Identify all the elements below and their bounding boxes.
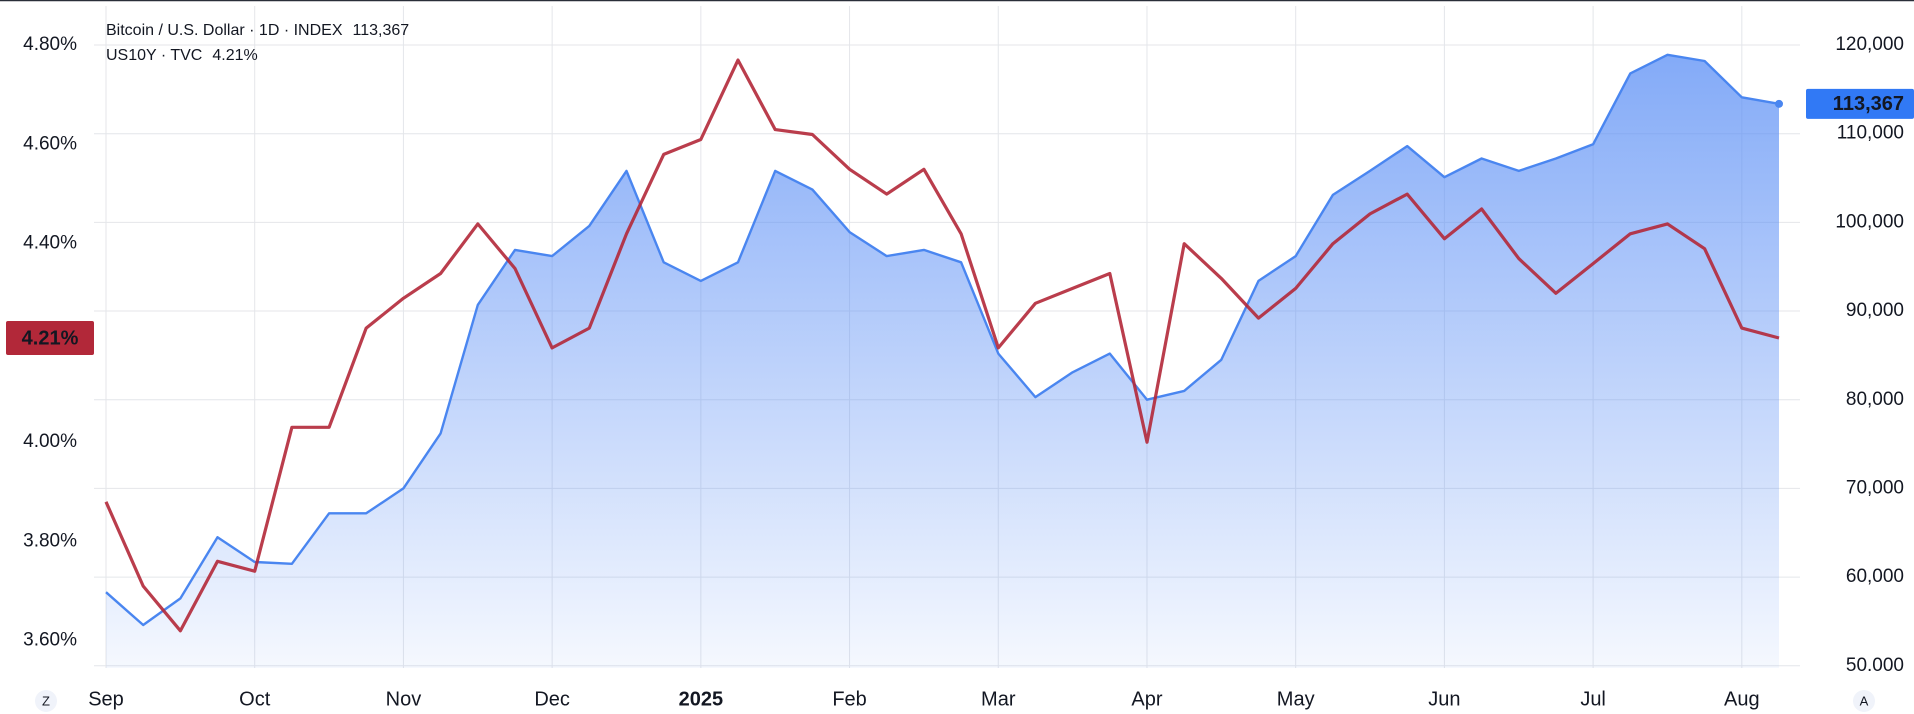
corner-button-label[interactable]: Z	[42, 693, 50, 708]
corner-button[interactable]	[1853, 690, 1875, 712]
x-tick-label: May	[1277, 688, 1315, 710]
price-badge-label: 4.21%	[22, 327, 79, 349]
y2-tick-label: 70,000	[1846, 477, 1904, 498]
legend-value: 113,367	[353, 22, 410, 39]
line	[105, 53, 1780, 627]
x-tick-label: 2025	[679, 688, 724, 710]
y-tick-label: 4.80%	[23, 34, 77, 55]
legend: Bitcoin / U.S. Dollar · 1D · INDEX 113,36…	[106, 22, 409, 64]
plot-area	[104, 53, 1783, 669]
y2-tick-label: 100,000	[1835, 211, 1904, 232]
x-tick-label: Nov	[386, 688, 422, 710]
x-tick-label: Mar	[981, 688, 1016, 710]
axes: 50.000 60,000 70,000 80,000 90,000 100,000 110…	[6, 34, 1914, 712]
legend-label: Bitcoin / U.S. Dollar · 1D · INDEX	[106, 22, 343, 39]
y2-tick-label: 80,000	[1846, 389, 1904, 410]
area	[106, 54, 1779, 669]
legend-value: 4.21%	[212, 47, 257, 64]
y2-tick-label: 120,000	[1835, 34, 1904, 55]
price-badge-label: 113,367	[1833, 93, 1904, 115]
x-tick-label: Jul	[1580, 688, 1606, 710]
legend-label: US10Y · TVC	[106, 47, 202, 64]
y2-tick-label: 50.000	[1846, 655, 1904, 676]
price-badge	[6, 320, 94, 355]
y2-tick-label: 110,000	[1837, 123, 1904, 144]
x-tick-label: Oct	[239, 688, 271, 710]
y-tick-label: 3.60%	[23, 630, 77, 651]
x-tick-label: Sep	[88, 688, 124, 710]
x-tick-label: Dec	[534, 688, 570, 710]
last-point	[1775, 99, 1783, 108]
y-tick-label: 4.00%	[23, 431, 77, 452]
corner-button-label[interactable]: A	[1860, 693, 1869, 708]
x-tick-label: Apr	[1131, 688, 1162, 710]
y-tick-label: 4.60%	[23, 133, 77, 154]
line	[104, 58, 1780, 633]
y-tick-label: 4.40%	[23, 233, 77, 254]
corner-button[interactable]	[35, 690, 57, 712]
price-badge	[1806, 88, 1914, 119]
y2-tick-label: 90,000	[1846, 300, 1904, 321]
x-tick-label: Jun	[1428, 688, 1460, 710]
x-tick-label: Feb	[832, 688, 866, 710]
y2-tick-label: 60,000	[1846, 566, 1904, 587]
y-tick-label: 3.80%	[23, 530, 77, 551]
x-tick-label: Aug	[1724, 688, 1760, 710]
